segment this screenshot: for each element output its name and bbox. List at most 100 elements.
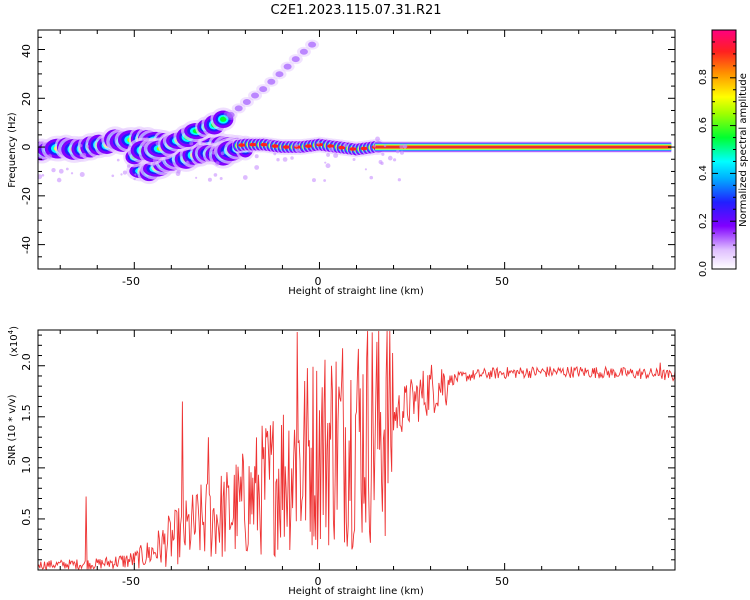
upper-branch-tail [291,56,300,63]
upper-branch-tail [267,78,276,85]
noise-dot [273,152,277,156]
upper-branch-tail [283,63,292,70]
noise-dot [145,137,150,142]
upper-branch-tail [234,105,243,112]
noise-dot [147,175,151,179]
noise-dot [195,176,198,179]
noise-dot [126,164,131,168]
noise-dot [195,143,200,147]
noise-dot [393,158,397,162]
snr-x-axis-label: Height of straight line (km) [288,586,424,597]
upper-branch-tail-halo [288,54,303,65]
colorbar-ticks [712,29,736,270]
noise-dot [207,177,212,182]
noise-dot [375,136,380,142]
upper-branch-tail-halo [264,76,279,87]
noise-dot [116,158,120,162]
upper-branch-core [219,116,227,122]
snr-multiplier: (x104) [7,326,20,357]
noise-dot [311,178,316,183]
noise-dot [316,141,320,145]
upper-branch-tail [275,71,284,78]
upper-branch-tail-halo [223,109,238,120]
noise-dot [215,161,220,166]
colorbar-tick-label: 0.0 [698,261,709,277]
noise-dot [383,144,387,148]
noise-dot [85,144,90,148]
spectrogram-y-tick-label: 0 [20,144,33,151]
colorbar-tick-label: 0.8 [698,69,709,85]
noise-dot [216,139,219,143]
spectrogram-y-axis-label: Frequency (Hz) [7,112,18,188]
main-track-core [238,143,246,147]
main-track-core [338,145,346,150]
snr-x-tick-label: 50 [495,575,509,588]
main-track-core [271,144,279,148]
noise-dot [134,173,137,176]
spectrogram-ticks [38,30,675,270]
spectrogram-y-tick-label: -40 [20,236,33,254]
main-track-core [327,144,335,148]
noise-dot [211,151,216,155]
snr-y-tick-label: 1.5 [20,404,33,422]
noise-dot [284,140,288,144]
upper-branch-tail-halo [272,69,287,80]
noise-dot [364,168,367,171]
snr-plot [38,330,675,570]
noise-dot [268,140,271,143]
noise-dot [79,144,83,148]
spectrogram-y-tick-label: 40 [20,44,33,58]
noise-dot [352,158,356,161]
noise-dot [133,177,136,181]
upper-branch-tail [299,48,308,55]
main-track-core [249,142,257,147]
upper-branch-tail-halo [305,39,320,50]
noise-dot [402,144,408,149]
upper-branch-tail [259,86,268,93]
noise-dot [326,152,331,157]
noise-dot [70,172,74,175]
noise-dot [186,160,189,163]
chart-title: C2E1.2023.115.07.31.R21 [270,3,441,18]
noise-dot [220,151,225,156]
upper-branch-tail [226,111,235,118]
upper-branch-tail-halo [231,103,246,114]
noise-dot [290,156,294,160]
noise-dot [378,159,383,164]
spectrogram-x-tick-label: -50 [122,275,140,288]
noise-dot [324,161,327,164]
noise-dot [397,178,401,182]
noise-dot [51,167,56,173]
noise-dot [155,141,160,146]
noise-dot [399,150,404,155]
flat-band-core [375,145,672,149]
spectrogram-x-tick-label: 0 [315,275,322,288]
noise-dot [325,163,331,169]
snr-y-axis-label: SNR (10 * v/v) [7,394,18,465]
noise-dot [122,170,127,175]
colorbar-label: Normalized spectral amplitude [738,73,749,227]
main-track-core [349,147,357,151]
noise-dot [323,179,327,182]
noise-dot [65,167,69,171]
colorbar-tick-label: 0.6 [698,117,709,133]
noise-dot [369,175,374,180]
noise-dot [343,142,348,148]
noise-dot [41,173,45,177]
noise-dot [399,144,404,149]
upper-branch-tail-halo [296,46,311,57]
noise-dot [38,174,43,180]
upper-branch-tail-halo [256,84,271,95]
noise-dot [111,174,115,178]
noise-dot [297,149,301,154]
noise-dot [387,155,393,161]
snr-y-tick-label: 1.0 [20,456,33,474]
noise-dot [47,154,53,159]
noise-dot [141,142,145,146]
noise-dot [79,171,85,177]
snr-series-line [38,330,675,570]
noise-dot [276,158,280,162]
upper-branch-tail-halo [248,90,263,101]
colorbar [712,30,736,269]
